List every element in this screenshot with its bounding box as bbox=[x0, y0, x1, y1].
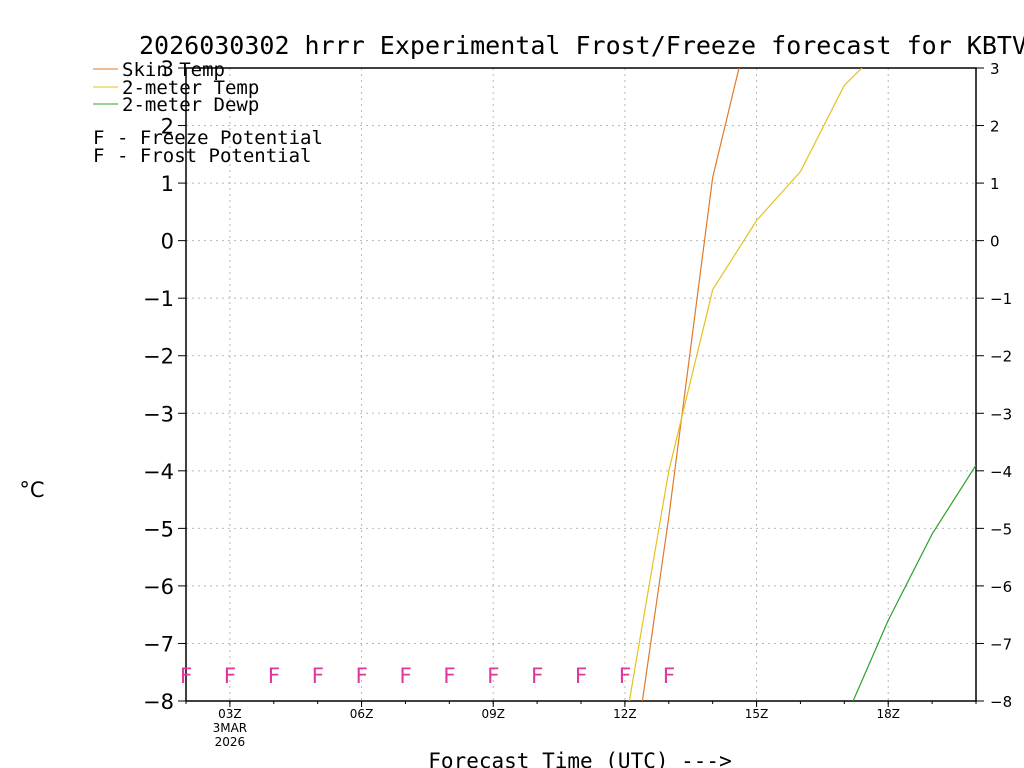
y-tick-label: −1 bbox=[143, 287, 174, 311]
freeze-marker: F bbox=[399, 664, 412, 688]
y-right-tick-label: −7 bbox=[990, 635, 1012, 653]
freeze-marker: F bbox=[619, 664, 632, 688]
y-axis-right: 3 2 1 0 −1 −2 −3 −4 −5 −6 −7 −8 bbox=[976, 60, 1012, 711]
y-tick-label: −8 bbox=[143, 690, 174, 714]
y-axis-label: °C bbox=[19, 478, 44, 502]
x-tick-date: 3MAR bbox=[213, 721, 248, 735]
x-tick-label: 15Z bbox=[745, 707, 769, 721]
legend-frost-marker: F bbox=[93, 145, 104, 167]
legend-freeze-text: - Freeze Potential bbox=[117, 127, 323, 149]
series-line-2-meter-dewp bbox=[852, 464, 976, 701]
freeze-marker: F bbox=[487, 664, 500, 688]
y-right-tick-label: −4 bbox=[990, 463, 1012, 481]
x-axis-label: Forecast Time (UTC) ---> bbox=[428, 749, 731, 768]
y-tick-label: 1 bbox=[161, 172, 174, 196]
x-tick-label: 18Z bbox=[876, 707, 900, 721]
x-tick-label: 06Z bbox=[350, 707, 374, 721]
y-right-tick-label: −2 bbox=[990, 348, 1012, 366]
freeze-marker: F bbox=[267, 664, 280, 688]
y-tick-label: 2 bbox=[161, 115, 174, 139]
y-axis-left: 3 2 1 0 −1 −2 −3 −4 −5 −6 −7 −8 bbox=[143, 57, 186, 714]
y-tick-label: −6 bbox=[143, 575, 174, 599]
y-right-tick-label: −6 bbox=[990, 578, 1012, 596]
y-tick-label: −5 bbox=[143, 517, 174, 541]
freeze-marker: F bbox=[355, 664, 368, 688]
x-tick-label: 03Z bbox=[218, 707, 242, 721]
y-tick-label: −2 bbox=[143, 345, 174, 369]
freeze-marker: F bbox=[180, 664, 193, 688]
y-right-tick-label: 2 bbox=[990, 118, 1000, 136]
y-tick-label: −4 bbox=[143, 460, 174, 484]
y-right-tick-label: 1 bbox=[990, 175, 1000, 193]
y-right-tick-label: 0 bbox=[990, 233, 1000, 251]
y-right-tick-label: −1 bbox=[990, 290, 1012, 308]
y-tick-label: −3 bbox=[143, 402, 174, 426]
legend-label-2m-dewp: 2-meter Dewp bbox=[122, 94, 259, 116]
freeze-marker: F bbox=[662, 664, 675, 688]
y-right-tick-label: −5 bbox=[990, 520, 1012, 538]
freeze-marker: F bbox=[224, 664, 237, 688]
x-tick-label: 09Z bbox=[481, 707, 505, 721]
legend-label-2m-temp: 2-meter Temp bbox=[122, 77, 259, 99]
chart-title: 2026030302 hrrr Experimental Frost/Freez… bbox=[139, 31, 1024, 60]
freeze-marker: F bbox=[575, 664, 588, 688]
legend-frost-text: - Frost Potential bbox=[117, 145, 311, 167]
x-tick-label: 12Z bbox=[613, 707, 637, 721]
y-right-tick-label: −8 bbox=[990, 693, 1012, 711]
y-tick-label: 3 bbox=[161, 57, 174, 81]
freeze-marker: F bbox=[311, 664, 324, 688]
y-tick-label: 0 bbox=[161, 230, 174, 254]
freeze-marker: F bbox=[443, 664, 456, 688]
y-tick-label: −7 bbox=[143, 632, 174, 656]
y-right-tick-label: −3 bbox=[990, 405, 1012, 423]
y-right-tick-label: 3 bbox=[990, 60, 1000, 78]
series-lines bbox=[628, 68, 976, 701]
x-tick-year: 2026 bbox=[215, 735, 246, 749]
series-line-skin-temp bbox=[641, 68, 740, 701]
legend-freeze-marker: F bbox=[93, 127, 104, 149]
freeze-marker: F bbox=[531, 664, 544, 688]
series-line-2-meter-temp bbox=[628, 68, 863, 701]
legend-label-skin-temp: Skin Temp bbox=[122, 59, 225, 81]
legend: Skin Temp 2-meter Temp 2-meter Dewp F - … bbox=[93, 59, 323, 167]
